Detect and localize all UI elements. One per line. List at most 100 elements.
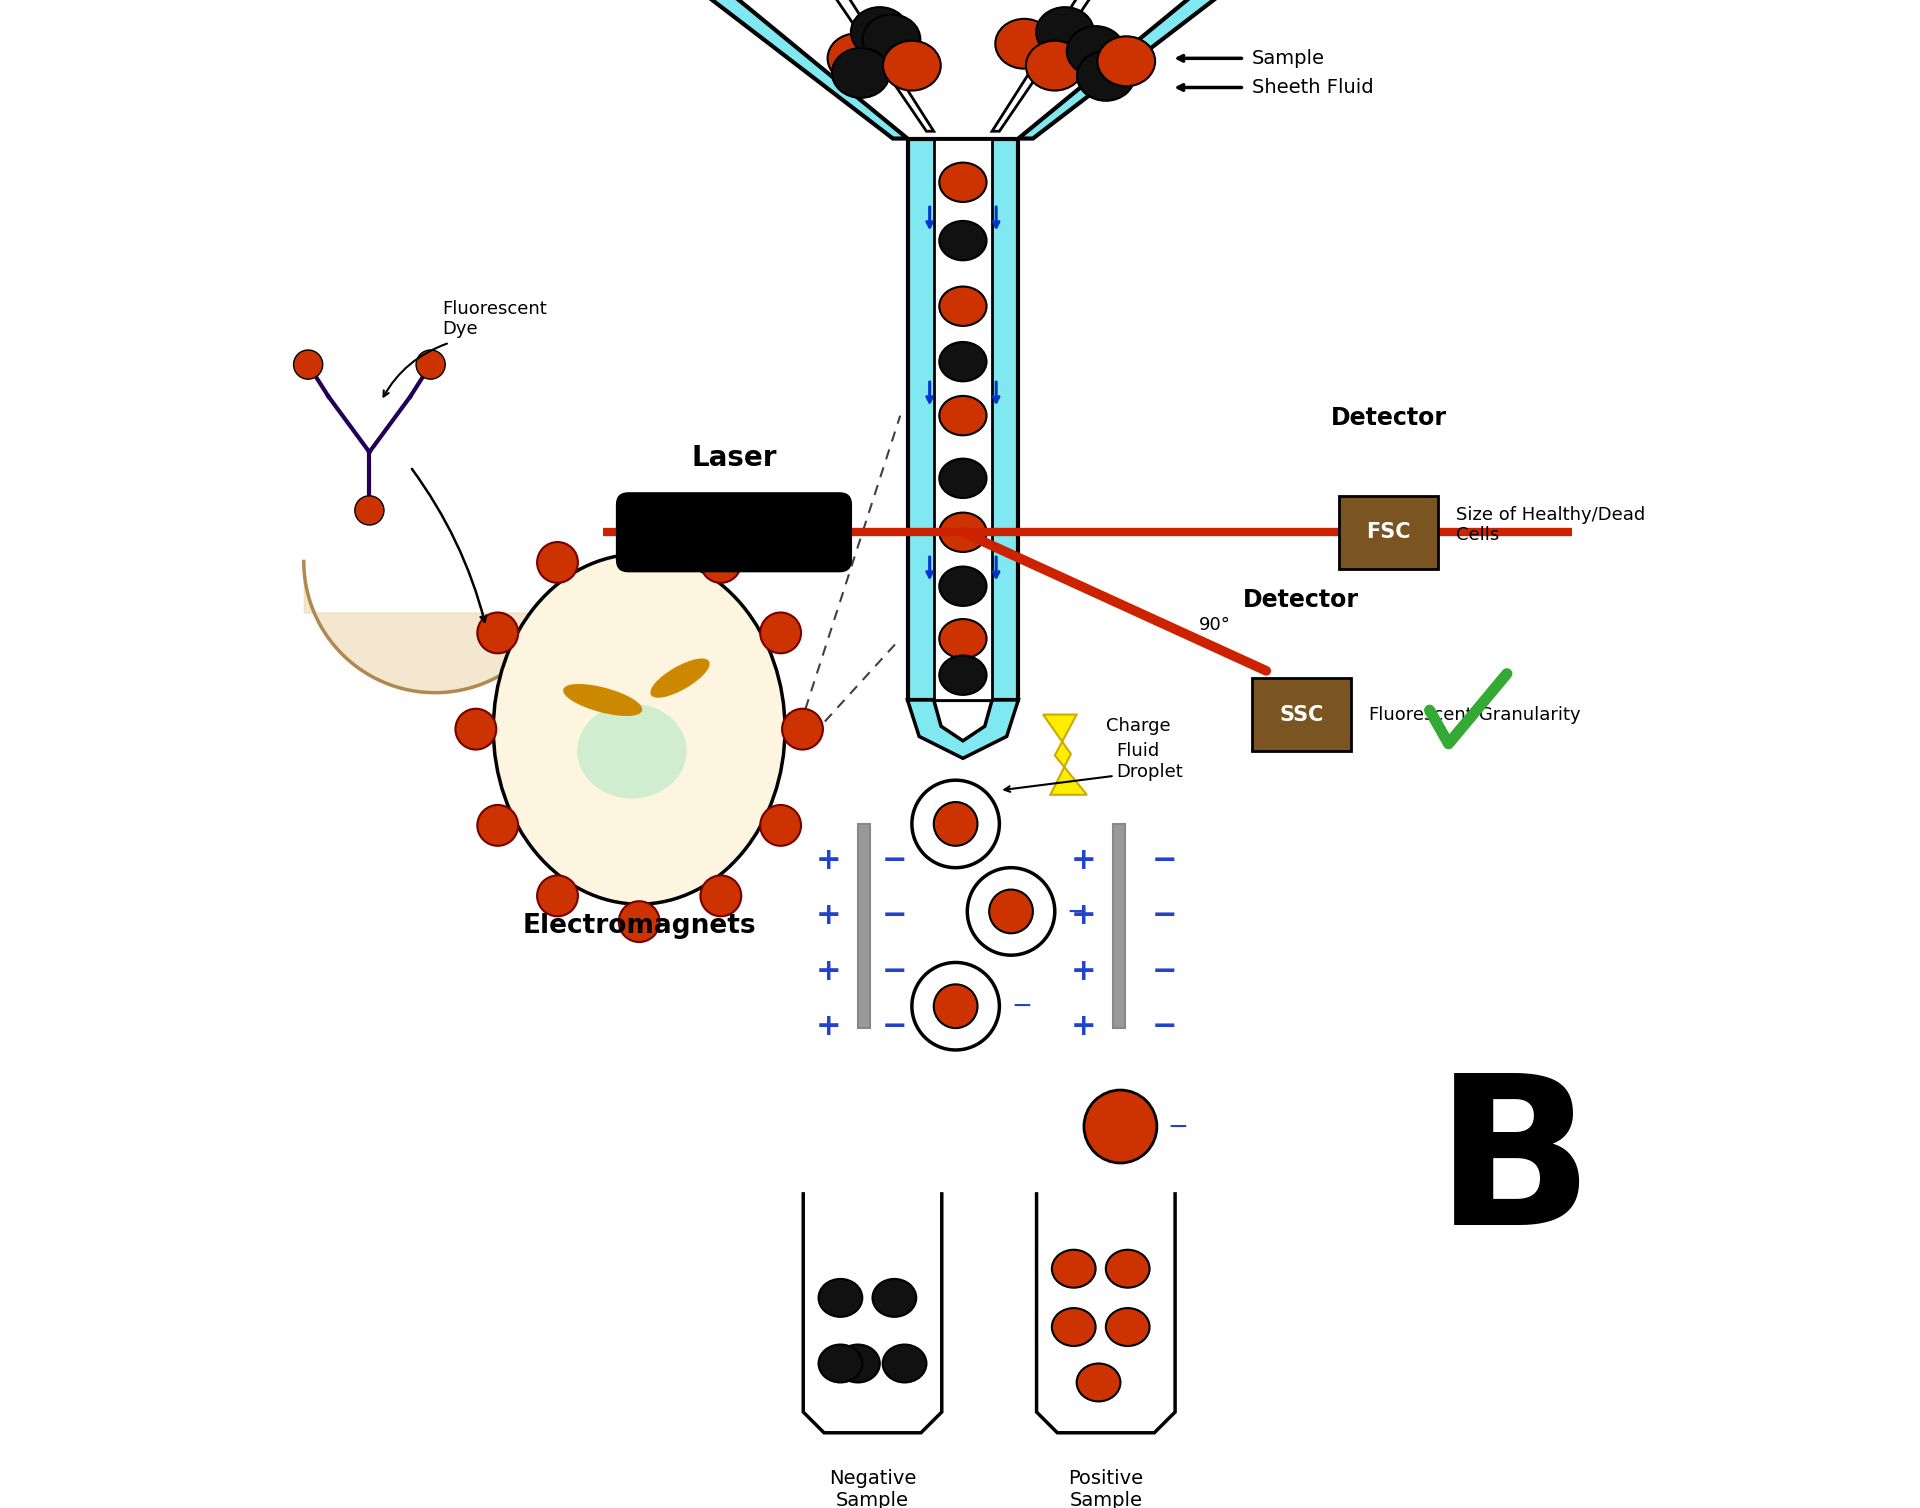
Circle shape (417, 350, 445, 379)
Bar (1338, 496, 1438, 569)
Polygon shape (674, 0, 908, 139)
Circle shape (478, 805, 518, 846)
Polygon shape (1018, 0, 1252, 139)
Text: −: − (1152, 956, 1177, 986)
Text: −: − (1152, 846, 1177, 875)
Ellipse shape (939, 567, 987, 606)
Text: Detector: Detector (1244, 588, 1359, 612)
Text: Laser: Laser (691, 445, 778, 472)
Ellipse shape (1098, 36, 1156, 86)
Ellipse shape (939, 287, 987, 326)
Ellipse shape (493, 553, 785, 905)
Ellipse shape (851, 8, 908, 57)
Ellipse shape (939, 656, 987, 695)
Circle shape (618, 516, 660, 556)
Text: +: + (816, 902, 841, 930)
Text: +: + (816, 956, 841, 986)
Bar (908, 139, 1018, 700)
Ellipse shape (883, 1345, 927, 1383)
Ellipse shape (1025, 41, 1083, 90)
Ellipse shape (835, 1345, 879, 1383)
Ellipse shape (828, 33, 885, 83)
Bar (858, 823, 870, 1028)
Circle shape (989, 890, 1033, 933)
Text: +: + (1071, 956, 1096, 986)
Text: −: − (881, 902, 906, 930)
Text: +: + (1071, 902, 1096, 930)
Ellipse shape (1077, 51, 1135, 101)
Circle shape (933, 985, 977, 1028)
Polygon shape (1043, 715, 1087, 795)
Ellipse shape (1068, 26, 1125, 75)
Text: Fluorescent/Granularity: Fluorescent/Granularity (1369, 706, 1580, 724)
Circle shape (760, 612, 801, 653)
Text: Sheeth Fluid: Sheeth Fluid (1252, 78, 1373, 97)
Text: Electromagnets: Electromagnets (522, 912, 756, 939)
Text: −: − (1066, 899, 1087, 923)
Ellipse shape (939, 458, 987, 498)
Ellipse shape (1106, 1307, 1150, 1347)
Circle shape (1085, 1090, 1158, 1163)
Ellipse shape (1037, 8, 1094, 57)
Circle shape (933, 802, 977, 846)
Text: Fluorescent
Dye: Fluorescent Dye (442, 300, 547, 338)
Text: −: − (881, 1012, 906, 1041)
Circle shape (478, 612, 518, 653)
Ellipse shape (872, 1279, 916, 1316)
Bar (1252, 679, 1352, 751)
Polygon shape (803, 1193, 943, 1433)
Text: −: − (1012, 994, 1033, 1018)
Text: −: − (1152, 1012, 1177, 1041)
Text: Negative
Sample: Negative Sample (829, 1469, 916, 1508)
Ellipse shape (939, 342, 987, 382)
Ellipse shape (1052, 1307, 1096, 1347)
Ellipse shape (883, 41, 941, 90)
Text: FSC: FSC (1367, 522, 1411, 543)
Circle shape (781, 709, 824, 749)
Ellipse shape (831, 48, 889, 98)
Ellipse shape (995, 18, 1052, 69)
Ellipse shape (564, 685, 641, 715)
Ellipse shape (578, 704, 687, 798)
Ellipse shape (862, 15, 920, 65)
Polygon shape (1037, 1193, 1175, 1433)
Text: B: B (1434, 1066, 1594, 1268)
Ellipse shape (939, 222, 987, 261)
Ellipse shape (651, 659, 708, 697)
Polygon shape (908, 700, 1018, 759)
Ellipse shape (818, 1279, 862, 1316)
Circle shape (618, 902, 660, 942)
Text: Charge: Charge (1106, 718, 1171, 736)
Ellipse shape (939, 513, 987, 552)
Text: +: + (816, 1012, 841, 1041)
Text: 90°: 90° (1200, 617, 1231, 635)
Text: +: + (816, 846, 841, 875)
Circle shape (701, 876, 741, 917)
Ellipse shape (939, 397, 987, 436)
Circle shape (294, 350, 323, 379)
Circle shape (538, 876, 578, 917)
Text: Positive
Sample: Positive Sample (1068, 1469, 1144, 1508)
Text: −: − (881, 846, 906, 875)
Text: Detector: Detector (1331, 406, 1448, 430)
Ellipse shape (1106, 1250, 1150, 1288)
Text: Size of Healthy/Dead
Cells: Size of Healthy/Dead Cells (1455, 505, 1645, 544)
Circle shape (701, 541, 741, 584)
Ellipse shape (818, 1345, 862, 1383)
Circle shape (455, 709, 495, 749)
Text: SSC: SSC (1279, 704, 1323, 724)
Ellipse shape (939, 163, 987, 202)
Circle shape (968, 867, 1054, 955)
Circle shape (760, 805, 801, 846)
FancyBboxPatch shape (616, 493, 851, 572)
Circle shape (912, 780, 1000, 867)
Text: Fluid
Droplet: Fluid Droplet (1116, 742, 1183, 781)
Ellipse shape (1052, 1250, 1096, 1288)
Ellipse shape (1077, 1363, 1121, 1401)
Polygon shape (818, 0, 933, 131)
Text: +: + (1071, 846, 1096, 875)
Text: Sample: Sample (1252, 48, 1325, 68)
Circle shape (538, 541, 578, 584)
Ellipse shape (939, 620, 987, 659)
Circle shape (912, 962, 1000, 1050)
